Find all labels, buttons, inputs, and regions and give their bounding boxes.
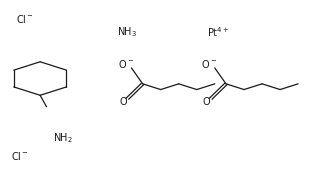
Text: O: O xyxy=(120,97,127,107)
Text: Cl$^-$: Cl$^-$ xyxy=(16,14,34,25)
Text: Cl$^-$: Cl$^-$ xyxy=(11,150,29,162)
Text: NH$_2$: NH$_2$ xyxy=(53,132,73,145)
Text: O$^-$: O$^-$ xyxy=(201,58,217,69)
Text: O$^-$: O$^-$ xyxy=(118,58,134,69)
Text: Pt$^{4+}$: Pt$^{4+}$ xyxy=(207,25,229,39)
Text: NH$_3$: NH$_3$ xyxy=(117,25,137,39)
Text: O: O xyxy=(203,97,211,107)
